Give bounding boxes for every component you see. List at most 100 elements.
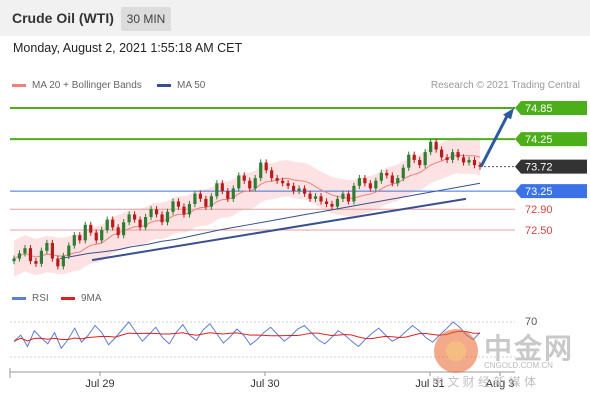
- legend-rsi: RSI: [12, 293, 49, 304]
- candle-body: [374, 180, 378, 189]
- candle-body: [111, 219, 115, 228]
- timeframe-badge[interactable]: 30 MIN: [121, 7, 171, 31]
- level-label-72.50: 72.50: [525, 225, 553, 237]
- candle-body: [122, 222, 126, 236]
- legend-swatch-ma50: [157, 83, 171, 87]
- candle-body: [270, 170, 274, 179]
- candle-body: [445, 157, 449, 160]
- candle-body: [176, 201, 181, 207]
- legend-ma50: MA 50: [157, 80, 205, 91]
- level-tag-74.25: [515, 132, 587, 147]
- level-tag-73.25: [515, 184, 587, 199]
- candle-body: [396, 178, 400, 184]
- chart-header: Crude Oil (WTI) 30 MIN: [0, 0, 590, 36]
- candle-body: [215, 183, 219, 197]
- candle-body: [352, 185, 356, 202]
- candle-body: [292, 185, 296, 192]
- candle-body: [335, 198, 340, 207]
- candle-body: [28, 248, 33, 262]
- candle-body: [187, 204, 192, 215]
- candle-body: [237, 175, 241, 189]
- rsi-level-label: 70: [525, 316, 537, 328]
- candle-body: [275, 178, 279, 181]
- candle-body: [133, 214, 137, 220]
- candle-body: [346, 193, 351, 202]
- candle-body: [45, 242, 49, 251]
- candle-body: [308, 193, 312, 199]
- candle-body: [105, 219, 109, 230]
- level-label-74.85: 74.85: [525, 103, 553, 115]
- candle-body: [226, 191, 230, 199]
- candle-body: [434, 141, 438, 150]
- timestamp: Monday, August 2, 2021 1:55:18 AM CET: [13, 41, 243, 55]
- rsi-line: [13, 321, 481, 350]
- legend-label-ma20: MA 20 + Bollinger Bands: [32, 80, 142, 91]
- candle-body: [34, 261, 38, 264]
- legend-label-9ma: 9MA: [81, 293, 102, 304]
- candle-body: [61, 255, 65, 267]
- candle-body: [385, 172, 389, 176]
- candle-body: [209, 196, 213, 207]
- instrument-title: Crude Oil (WTI): [12, 10, 114, 26]
- candle-body: [89, 224, 93, 233]
- ma50-line: [59, 182, 481, 260]
- candle-body: [138, 219, 142, 228]
- candle-body: [472, 159, 477, 166]
- candle-body: [461, 157, 466, 163]
- legend-label-ma50: MA 50: [177, 80, 206, 91]
- level-tag-74.85: [515, 101, 587, 115]
- candle-body: [242, 175, 246, 181]
- candle-body: [204, 198, 208, 207]
- candle-body: [412, 154, 416, 160]
- candle-body: [368, 183, 372, 189]
- rsi-ma-line: [13, 330, 481, 342]
- candle-body: [56, 258, 60, 267]
- research-credit: Research © 2021 Trading Central: [430, 80, 580, 91]
- level-tag-73.72: [515, 159, 587, 174]
- candle-body: [456, 152, 460, 158]
- candle-body: [407, 154, 411, 168]
- candle-body: [379, 172, 383, 181]
- candle-body: [341, 193, 345, 199]
- candle-body: [418, 159, 422, 166]
- candle-body: [281, 180, 285, 184]
- candle-body: [248, 180, 252, 189]
- legend-label-rsi: RSI: [32, 293, 49, 304]
- projection-arrow: [479, 113, 510, 168]
- candle-body: [116, 227, 120, 236]
- candle-body: [160, 214, 164, 223]
- candle-body: [39, 250, 44, 264]
- candle-body: [450, 152, 455, 160]
- projection-arrowhead: [503, 108, 514, 120]
- candle-body: [286, 183, 290, 186]
- candle-body: [78, 235, 82, 241]
- candle-body: [67, 245, 71, 256]
- x-tick-label: Jul 30: [250, 378, 279, 390]
- candle-body: [165, 211, 170, 223]
- candle-body: [357, 178, 361, 186]
- candle-body: [440, 149, 444, 158]
- candle-body: [17, 253, 22, 259]
- candle-body: [429, 141, 433, 153]
- candle-body: [330, 204, 334, 207]
- candle-body: [127, 214, 131, 223]
- candle-body: [154, 209, 159, 215]
- legend-ma20-bollinger: MA 20 + Bollinger Bands: [12, 80, 142, 91]
- candle-body: [171, 201, 175, 212]
- bollinger-band: [14, 136, 480, 277]
- candle-body: [324, 201, 329, 205]
- candle-body: [423, 152, 427, 166]
- candle-body: [259, 162, 263, 179]
- candle-body: [363, 178, 367, 184]
- legend-swatch-ma20: [12, 83, 26, 87]
- x-tick-label: Aug 3: [486, 378, 515, 390]
- candle-body: [319, 196, 323, 202]
- legend-rsi-ma: 9MA: [61, 293, 102, 304]
- level-label-72.90: 72.90: [525, 204, 553, 216]
- candle-body: [50, 242, 54, 259]
- level-label-74.25: 74.25: [525, 134, 553, 146]
- candle-body: [390, 175, 394, 184]
- level-label-73.72: 73.72: [525, 162, 553, 174]
- candle-body: [297, 188, 301, 192]
